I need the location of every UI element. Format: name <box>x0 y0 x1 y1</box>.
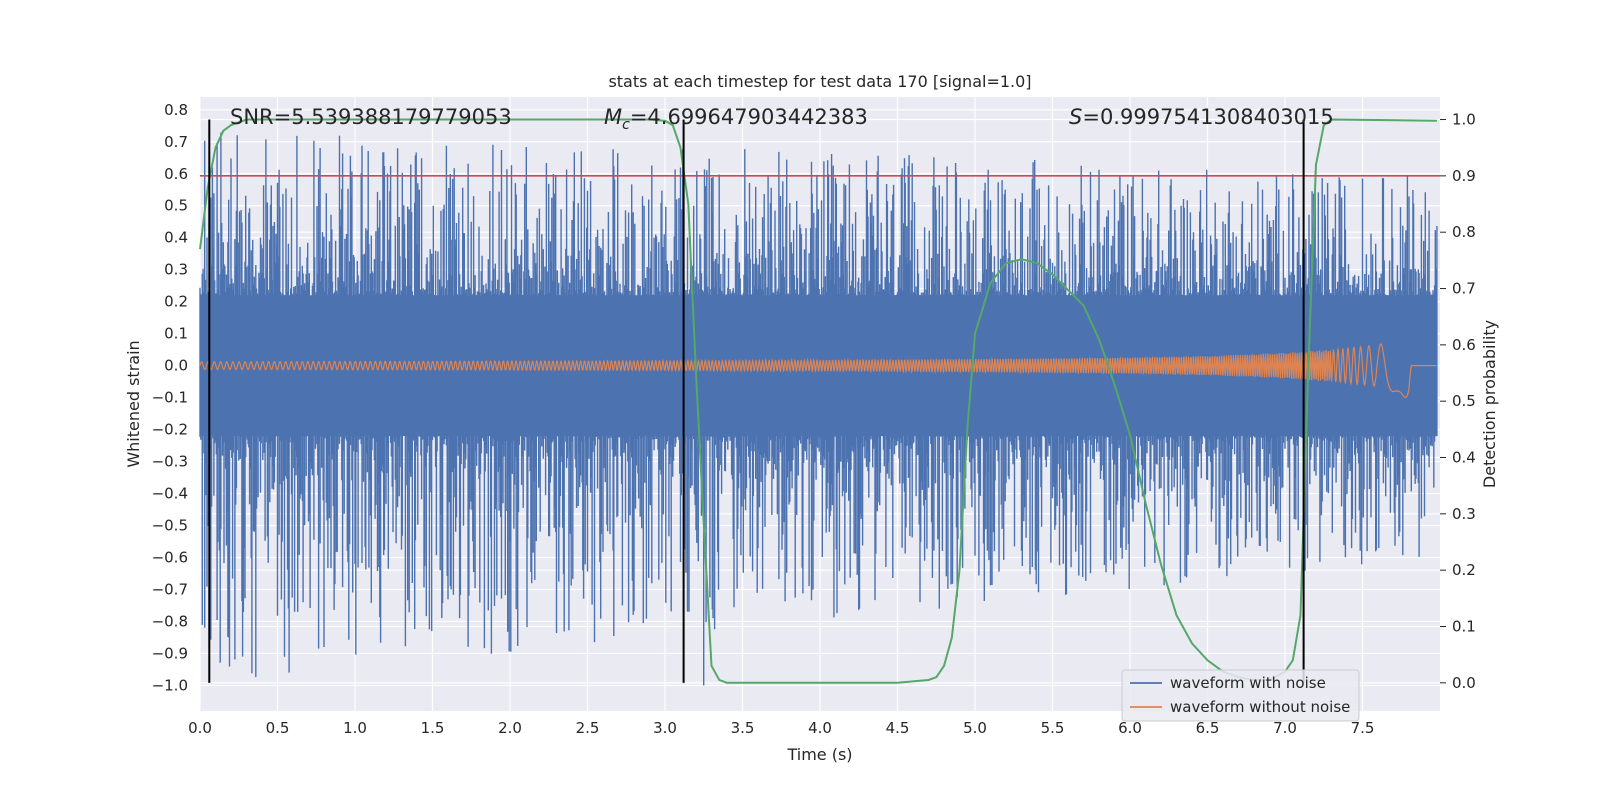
x-tick-label: 3.5 <box>731 719 755 737</box>
y-tick-label: −0.4 <box>152 485 188 503</box>
y-axis-label: Whitened strain <box>124 340 143 467</box>
score-symbol: S <box>1069 105 1082 129</box>
y-tick-label: 0.0 <box>164 357 188 375</box>
x-tick-label: 3.0 <box>653 719 677 737</box>
score-annotation: S=0.9997541308403015 <box>1069 105 1334 129</box>
x-tick-label: 0.5 <box>266 719 290 737</box>
x-tick-label: 7.5 <box>1351 719 1375 737</box>
tick-labels: 0.0 0.5 1.0 1.5 2.0 2.5 3.0 3.5 4.0 4.5 5.0 5.5 6.0 6… <box>152 101 1476 737</box>
snr-annotation: SNR=5.539388179779053 <box>230 105 512 129</box>
y-tick-label: −1.0 <box>152 676 188 694</box>
y2-tick-label: 0.3 <box>1452 505 1476 523</box>
x-tick-label: 4.0 <box>808 719 832 737</box>
y-tick-label: 0.6 <box>164 165 188 183</box>
y-tick-label: 0.4 <box>164 229 188 247</box>
chirp-mass-value: =4.699647903442383 <box>630 105 868 129</box>
y-tick-label: 0.1 <box>164 325 188 343</box>
y-tick-label: 0.7 <box>164 133 188 151</box>
chirp-mass-annotation: Mc=4.699647903442383 <box>604 105 868 133</box>
x-tick-label: 1.5 <box>421 719 445 737</box>
x-tick-label: 1.0 <box>343 719 367 737</box>
y2-tick-label: 0.6 <box>1452 336 1476 354</box>
y-tick-label: 0.2 <box>164 293 188 311</box>
x-tick-label: 2.0 <box>498 719 522 737</box>
y2-tick-label: 0.4 <box>1452 449 1476 467</box>
legend-label-noise: waveform with noise <box>1170 674 1326 692</box>
x-tick-label: 2.5 <box>576 719 600 737</box>
x-tick-label: 5.5 <box>1041 719 1065 737</box>
y2-tick-label: 0.5 <box>1452 392 1476 410</box>
y-tick-label: −0.9 <box>152 644 188 662</box>
y-tick-label: −0.3 <box>152 453 188 471</box>
y2-tick-label: 0.8 <box>1452 223 1476 241</box>
x-tick-label: 6.0 <box>1118 719 1142 737</box>
legend-box <box>1121 669 1360 722</box>
x-tick-label: 0.0 <box>188 719 212 737</box>
chirp-mass-subscript: c <box>622 117 630 133</box>
y-tick-label: −0.6 <box>152 549 188 567</box>
y-tick-label: −0.5 <box>152 517 188 535</box>
y2-tick-label: 0.1 <box>1452 618 1476 636</box>
y2-tick-label: 0.0 <box>1452 674 1476 692</box>
clean-series <box>199 343 1437 399</box>
x-axis-label: Time (s) <box>786 745 852 764</box>
y-tick-label: −0.7 <box>152 580 188 598</box>
x-tick-label: 4.5 <box>886 719 910 737</box>
reference-lines <box>200 119 1440 683</box>
clean-waveform-line <box>199 343 1437 399</box>
y2-axis-label: Detection probability <box>1480 320 1499 488</box>
y-tick-label: −0.8 <box>152 612 188 630</box>
y2-tick-label: 1.0 <box>1452 111 1476 129</box>
y-tick-label: 0.5 <box>164 197 188 215</box>
x-tick-label: 5.0 <box>963 719 987 737</box>
y2-tick-label: 0.9 <box>1452 167 1476 185</box>
x-tick-label: 7.0 <box>1273 719 1297 737</box>
y2-tick-label: 0.7 <box>1452 280 1476 298</box>
x-tick-label: 6.5 <box>1196 719 1220 737</box>
y-tick-label: 0.3 <box>164 261 188 279</box>
chart-title: stats at each timestep for test data 170… <box>608 72 1031 91</box>
legend-label-clean: waveform without noise <box>1170 698 1350 716</box>
y-tick-label: −0.1 <box>152 389 188 407</box>
legend: waveform with noise waveform without noi… <box>1121 669 1360 722</box>
y-tick-label: 0.8 <box>164 101 188 119</box>
chirp-mass-symbol: M <box>604 105 622 129</box>
y-tick-label: −0.2 <box>152 421 188 439</box>
y2-tick-label: 0.2 <box>1452 561 1476 579</box>
score-value: =0.9997541308403015 <box>1082 105 1333 129</box>
